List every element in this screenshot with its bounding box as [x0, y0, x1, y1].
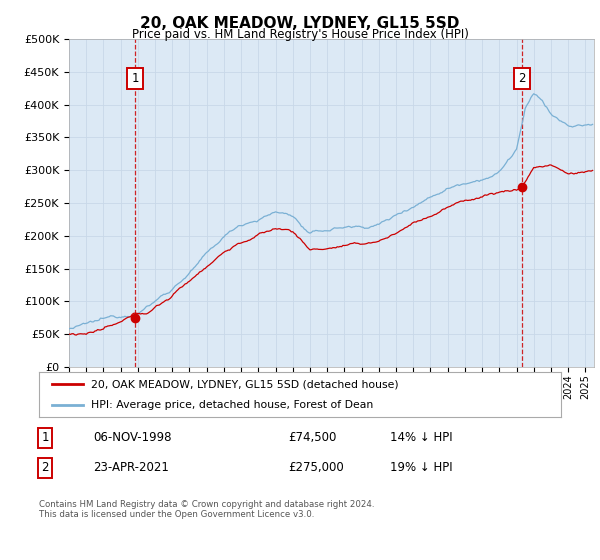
Text: Contains HM Land Registry data © Crown copyright and database right 2024.
This d: Contains HM Land Registry data © Crown c… — [39, 500, 374, 519]
Text: 19% ↓ HPI: 19% ↓ HPI — [390, 461, 452, 474]
Text: 20, OAK MEADOW, LYDNEY, GL15 5SD: 20, OAK MEADOW, LYDNEY, GL15 5SD — [140, 16, 460, 31]
Text: Price paid vs. HM Land Registry's House Price Index (HPI): Price paid vs. HM Land Registry's House … — [131, 28, 469, 41]
Text: 06-NOV-1998: 06-NOV-1998 — [93, 431, 172, 445]
Text: 23-APR-2021: 23-APR-2021 — [93, 461, 169, 474]
Text: 2: 2 — [518, 72, 526, 85]
Text: 14% ↓ HPI: 14% ↓ HPI — [390, 431, 452, 445]
Text: £74,500: £74,500 — [288, 431, 337, 445]
Text: HPI: Average price, detached house, Forest of Dean: HPI: Average price, detached house, Fore… — [91, 400, 373, 410]
Text: 2: 2 — [41, 461, 49, 474]
Text: 1: 1 — [131, 72, 139, 85]
Text: 20, OAK MEADOW, LYDNEY, GL15 5SD (detached house): 20, OAK MEADOW, LYDNEY, GL15 5SD (detach… — [91, 380, 399, 390]
Text: £275,000: £275,000 — [288, 461, 344, 474]
Text: 1: 1 — [41, 431, 49, 445]
